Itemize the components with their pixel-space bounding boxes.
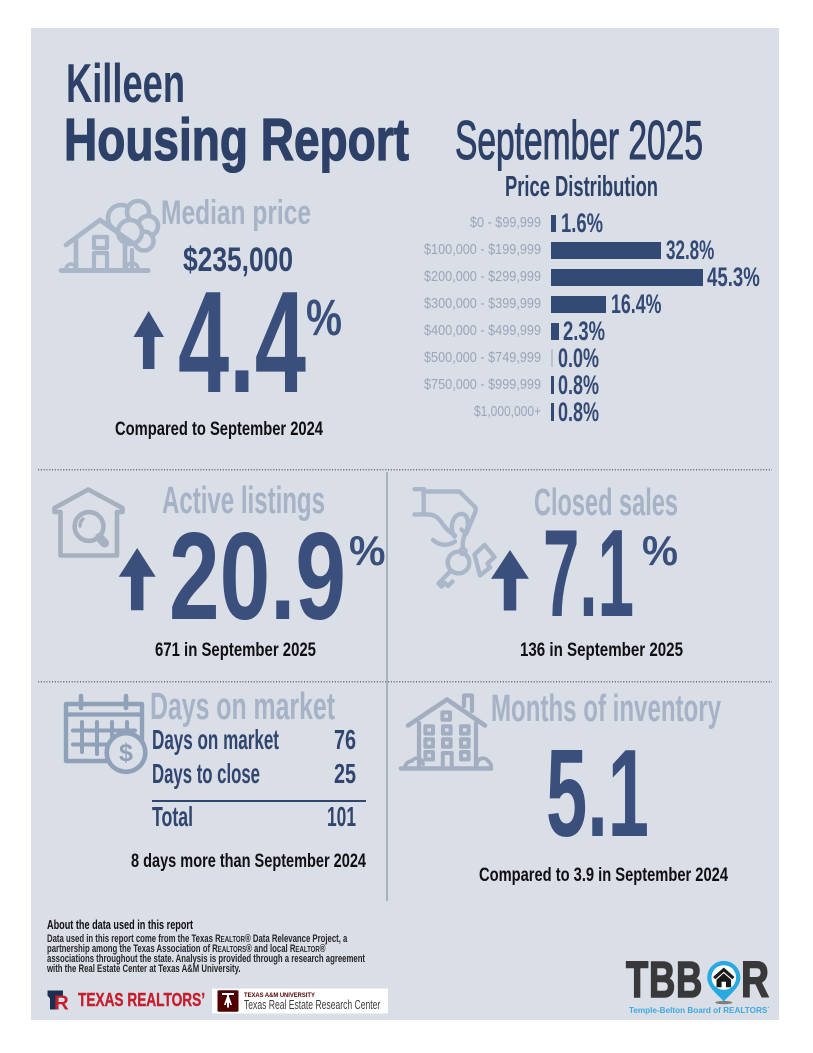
svg-text:$: $ (119, 739, 133, 767)
svg-text:R: R (54, 991, 69, 1014)
